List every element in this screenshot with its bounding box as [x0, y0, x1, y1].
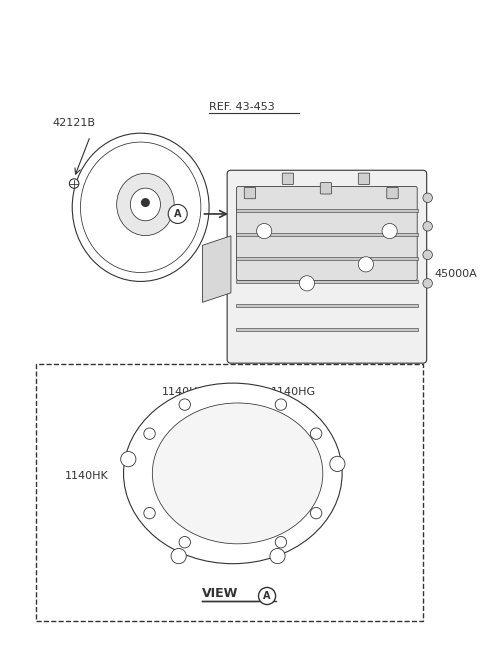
- Circle shape: [179, 537, 191, 548]
- FancyBboxPatch shape: [320, 182, 332, 194]
- Circle shape: [142, 199, 149, 207]
- FancyBboxPatch shape: [237, 186, 417, 281]
- Polygon shape: [203, 236, 231, 302]
- Ellipse shape: [72, 133, 209, 281]
- Circle shape: [171, 548, 186, 564]
- Circle shape: [144, 428, 155, 440]
- FancyBboxPatch shape: [227, 171, 427, 363]
- Circle shape: [70, 179, 79, 188]
- Circle shape: [423, 250, 432, 260]
- Circle shape: [311, 428, 322, 440]
- Circle shape: [275, 537, 287, 548]
- Bar: [236, 256, 418, 260]
- Ellipse shape: [131, 188, 160, 221]
- Bar: [236, 304, 418, 307]
- FancyBboxPatch shape: [358, 173, 370, 184]
- Circle shape: [423, 222, 432, 231]
- Ellipse shape: [81, 142, 201, 272]
- FancyBboxPatch shape: [387, 188, 398, 199]
- Text: A: A: [174, 209, 181, 219]
- Circle shape: [300, 276, 314, 291]
- Circle shape: [382, 224, 397, 239]
- Circle shape: [168, 205, 187, 224]
- Text: 1140HG: 1140HG: [271, 388, 316, 398]
- Circle shape: [275, 399, 287, 410]
- Text: VIEW: VIEW: [203, 587, 239, 600]
- Circle shape: [423, 279, 432, 288]
- Circle shape: [179, 399, 191, 410]
- Text: 1140HG: 1140HG: [162, 388, 207, 398]
- Ellipse shape: [123, 383, 342, 564]
- Text: A: A: [264, 591, 271, 601]
- Circle shape: [311, 508, 322, 519]
- Text: 1140HK: 1140HK: [65, 471, 108, 482]
- Text: 42121B: 42121B: [52, 119, 95, 129]
- Circle shape: [270, 548, 285, 564]
- Circle shape: [259, 587, 276, 605]
- Circle shape: [257, 224, 272, 239]
- Circle shape: [330, 457, 345, 472]
- Ellipse shape: [117, 173, 174, 236]
- FancyBboxPatch shape: [282, 173, 294, 184]
- Circle shape: [358, 256, 373, 272]
- Bar: [236, 233, 418, 236]
- Ellipse shape: [152, 403, 323, 544]
- Bar: [236, 281, 418, 283]
- Bar: [236, 328, 418, 331]
- Circle shape: [120, 451, 136, 467]
- Circle shape: [144, 508, 155, 519]
- Bar: [236, 209, 418, 212]
- Circle shape: [423, 193, 432, 203]
- Text: REF. 43-453: REF. 43-453: [209, 102, 275, 112]
- Bar: [36, 364, 423, 621]
- FancyBboxPatch shape: [244, 188, 256, 199]
- Text: 45000A: 45000A: [434, 269, 477, 279]
